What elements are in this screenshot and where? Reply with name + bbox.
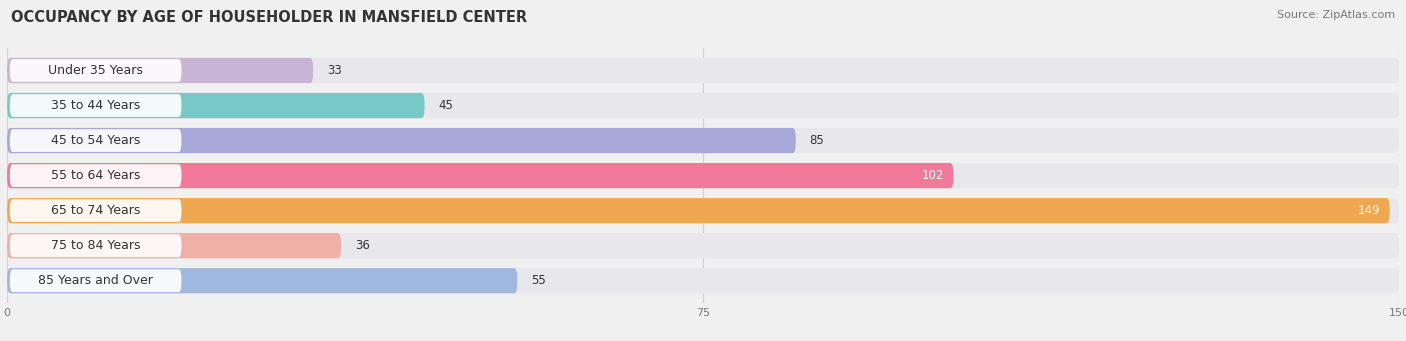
FancyBboxPatch shape bbox=[7, 233, 1399, 258]
FancyBboxPatch shape bbox=[7, 93, 425, 118]
Text: 85: 85 bbox=[810, 134, 824, 147]
FancyBboxPatch shape bbox=[10, 234, 181, 257]
Text: 55: 55 bbox=[531, 274, 546, 287]
Text: Under 35 Years: Under 35 Years bbox=[48, 64, 143, 77]
FancyBboxPatch shape bbox=[7, 163, 953, 188]
FancyBboxPatch shape bbox=[7, 128, 796, 153]
FancyBboxPatch shape bbox=[7, 198, 1389, 223]
Text: Source: ZipAtlas.com: Source: ZipAtlas.com bbox=[1277, 10, 1395, 20]
FancyBboxPatch shape bbox=[7, 93, 1399, 118]
Text: 45 to 54 Years: 45 to 54 Years bbox=[51, 134, 141, 147]
FancyBboxPatch shape bbox=[7, 163, 1399, 188]
Text: 75 to 84 Years: 75 to 84 Years bbox=[51, 239, 141, 252]
FancyBboxPatch shape bbox=[7, 268, 1399, 293]
Text: 102: 102 bbox=[922, 169, 945, 182]
FancyBboxPatch shape bbox=[10, 129, 181, 152]
FancyBboxPatch shape bbox=[7, 268, 517, 293]
Text: 85 Years and Over: 85 Years and Over bbox=[38, 274, 153, 287]
FancyBboxPatch shape bbox=[10, 94, 181, 117]
FancyBboxPatch shape bbox=[7, 198, 1399, 223]
FancyBboxPatch shape bbox=[7, 58, 314, 83]
Text: 33: 33 bbox=[328, 64, 342, 77]
FancyBboxPatch shape bbox=[10, 269, 181, 292]
Text: 35 to 44 Years: 35 to 44 Years bbox=[51, 99, 141, 112]
Text: 55 to 64 Years: 55 to 64 Years bbox=[51, 169, 141, 182]
FancyBboxPatch shape bbox=[10, 164, 181, 187]
FancyBboxPatch shape bbox=[7, 128, 1399, 153]
Text: 65 to 74 Years: 65 to 74 Years bbox=[51, 204, 141, 217]
Text: 149: 149 bbox=[1358, 204, 1381, 217]
FancyBboxPatch shape bbox=[7, 233, 342, 258]
FancyBboxPatch shape bbox=[10, 199, 181, 222]
FancyBboxPatch shape bbox=[10, 59, 181, 82]
Text: 45: 45 bbox=[439, 99, 453, 112]
Text: OCCUPANCY BY AGE OF HOUSEHOLDER IN MANSFIELD CENTER: OCCUPANCY BY AGE OF HOUSEHOLDER IN MANSF… bbox=[11, 10, 527, 25]
Text: 36: 36 bbox=[354, 239, 370, 252]
FancyBboxPatch shape bbox=[7, 58, 1399, 83]
